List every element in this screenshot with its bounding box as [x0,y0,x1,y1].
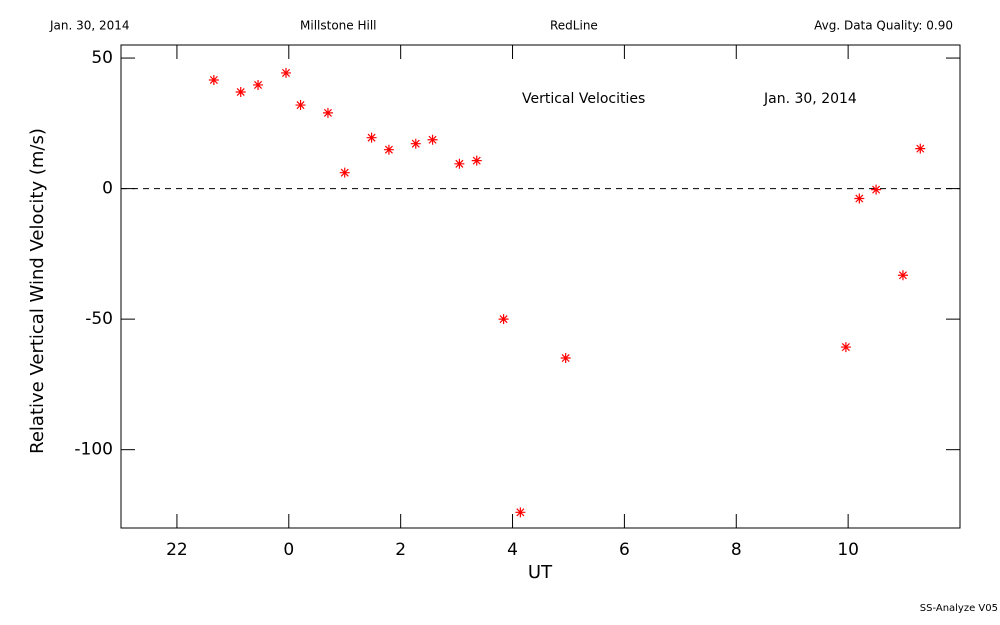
y-tick-label: -100 [74,440,113,460]
data-point [339,167,350,178]
data-point [454,158,465,169]
data-point [410,138,421,149]
data-point [281,67,292,78]
data-point [560,353,571,364]
header-line: RedLine [550,19,598,33]
data-point [840,342,851,353]
x-tick-label: 10 [837,540,859,560]
data-point [208,74,219,85]
data-point [915,143,926,154]
data-point [295,100,306,111]
data-point [427,134,438,145]
data-point [871,184,882,195]
x-tick-label: 6 [619,540,630,560]
data-point [471,155,482,166]
footer: SS-Analyze V05 [920,603,998,614]
data-point [235,86,246,97]
x-tick-label: 4 [507,540,518,560]
y-tick-label: -50 [85,309,113,329]
x-axis-label: UT [528,562,553,583]
x-tick-label: 0 [283,540,294,560]
data-point [897,270,908,281]
data-point [515,507,526,518]
x-tick-label: 8 [731,540,742,560]
data-point [253,79,264,90]
plot-frame [120,44,961,529]
x-tick-label: 22 [166,540,188,560]
header-site: Millstone Hill [300,19,376,33]
header-date: Jan. 30, 2014 [49,19,130,33]
y-tick-label: 50 [91,48,113,68]
data-point [322,107,333,118]
x-tick-label: 2 [395,540,406,560]
data-point [383,144,394,155]
chart-subtitle: Jan. 30, 2014 [763,91,857,107]
data-point [366,132,377,143]
y-tick-label: 0 [102,179,113,199]
data-point [498,314,509,325]
data-point [854,193,865,204]
y-axis-label: Relative Vertical Wind Velocity (m/s) [27,128,48,454]
header-quality: Avg. Data Quality: 0.90 [814,19,953,33]
chart-title: Vertical Velocities [522,91,645,107]
